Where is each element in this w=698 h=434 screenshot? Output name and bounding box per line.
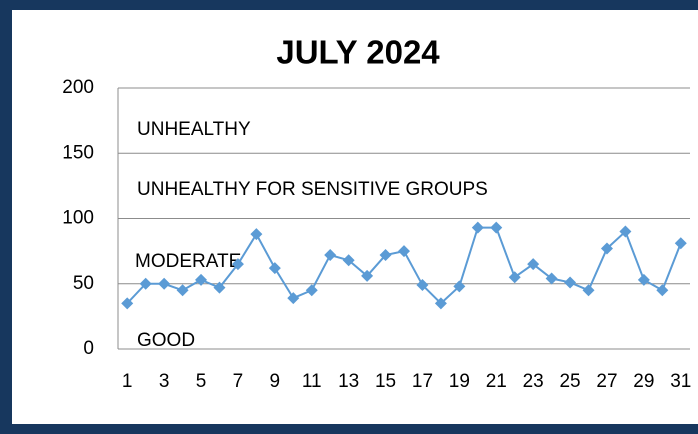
data-point: [361, 269, 374, 282]
data-point: [434, 297, 447, 310]
data-point: [158, 277, 171, 290]
y-tick-label: 200: [62, 77, 94, 98]
data-point: [600, 242, 613, 255]
data-point: [508, 271, 521, 284]
data-point: [250, 228, 263, 241]
data-point: [416, 279, 429, 292]
annotation: GOOD: [137, 330, 195, 351]
chart-title: JULY 2024: [276, 34, 440, 71]
data-point: [213, 281, 226, 294]
data-point: [674, 237, 687, 250]
data-point: [139, 277, 152, 290]
data-point: [582, 284, 595, 297]
data-point: [637, 273, 650, 286]
annotation: UNHEALTHY: [137, 119, 251, 140]
data-point: [195, 273, 208, 286]
data-point: [287, 292, 300, 305]
data-point: [545, 272, 558, 285]
data-point: [121, 297, 134, 310]
annotation: MODERATE: [135, 251, 241, 272]
data-point: [324, 249, 337, 262]
y-tick-label: 100: [62, 208, 94, 229]
x-tick-label: 23: [523, 371, 544, 392]
y-tick-label: 50: [73, 273, 94, 294]
data-point: [527, 258, 540, 271]
data-point: [176, 284, 189, 297]
x-tick-label: 27: [596, 371, 617, 392]
y-tick-label: 150: [62, 142, 94, 163]
data-point: [564, 276, 577, 289]
x-tick-label: 21: [486, 371, 507, 392]
x-tick-label: 31: [670, 371, 691, 392]
x-tick-label: 25: [559, 371, 580, 392]
x-tick-label: 15: [375, 371, 396, 392]
data-point: [379, 249, 392, 262]
x-tick-label: 3: [159, 371, 170, 392]
x-tick-label: 19: [449, 371, 470, 392]
annotation: UNHEALTHY FOR SENSITIVE GROUPS: [137, 179, 488, 200]
data-point: [471, 221, 484, 234]
data-point: [305, 284, 318, 297]
x-tick-label: 1: [122, 371, 133, 392]
data-point: [490, 221, 503, 234]
x-tick-label: 7: [233, 371, 244, 392]
data-point: [231, 258, 244, 271]
x-tick-label: 29: [633, 371, 654, 392]
x-tick-label: 11: [302, 371, 322, 392]
chart-area: [12, 10, 698, 424]
x-tick-label: 5: [196, 371, 207, 392]
data-point: [453, 280, 466, 293]
x-tick-label: 17: [412, 371, 433, 392]
x-tick-label: 13: [338, 371, 359, 392]
data-point: [268, 262, 281, 275]
data-point: [656, 284, 669, 297]
y-tick-label: 0: [83, 338, 94, 359]
data-point: [619, 225, 632, 238]
data-point: [398, 245, 410, 258]
x-tick-label: 9: [270, 371, 281, 392]
data-point: [342, 254, 355, 267]
